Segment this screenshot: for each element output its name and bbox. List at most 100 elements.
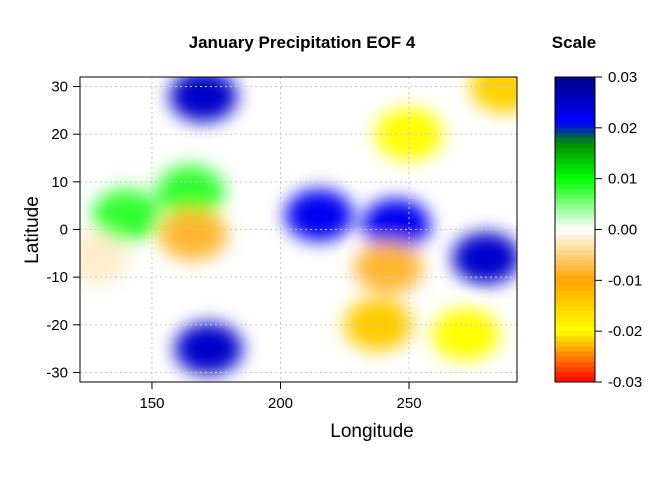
color-scale-band bbox=[555, 92, 595, 98]
field-feature bbox=[169, 77, 238, 123]
x-axis-label: Longitude bbox=[330, 421, 413, 442]
precipitation-field bbox=[80, 77, 517, 375]
color-scale-band bbox=[555, 204, 595, 210]
color-scale-band bbox=[555, 300, 595, 307]
y-axis-label: Latitude bbox=[22, 196, 43, 264]
color-scale-bands bbox=[555, 77, 595, 383]
color-scale-band bbox=[555, 209, 595, 215]
plot-area bbox=[80, 77, 517, 382]
color-scale-band bbox=[555, 336, 595, 342]
scale-tick-label: -0.03 bbox=[608, 374, 642, 391]
color-scale-band bbox=[555, 275, 595, 281]
color-scale-band bbox=[555, 265, 595, 271]
scale-tick-label: 0.01 bbox=[608, 171, 637, 188]
color-scale-band bbox=[555, 244, 595, 251]
color-scale-band bbox=[555, 310, 595, 317]
color-scale-band bbox=[555, 331, 595, 337]
color-scale-band bbox=[555, 361, 595, 368]
color-scale-band bbox=[555, 143, 595, 149]
color-scale-band bbox=[555, 356, 595, 363]
field-feature bbox=[354, 241, 423, 294]
color-scale-band bbox=[555, 346, 595, 352]
color-scale-band bbox=[555, 102, 595, 108]
y-tick-label: 20 bbox=[51, 126, 68, 143]
color-scale-band bbox=[555, 199, 595, 205]
color-scale-band bbox=[555, 158, 595, 164]
color-scale-band bbox=[555, 295, 595, 302]
color-scale-band bbox=[555, 77, 595, 83]
chart-title: January Precipitation EOF 4 bbox=[189, 33, 416, 52]
y-tick-label: 0 bbox=[60, 222, 68, 239]
color-scale-band bbox=[555, 224, 595, 230]
color-scale-band bbox=[555, 127, 595, 134]
color-scale-ticks: 0.03 0.02 0.01 0.00 -0.01 -0.02 -0.03 bbox=[595, 69, 642, 391]
color-scale-band bbox=[555, 178, 595, 185]
field-feature bbox=[159, 208, 228, 261]
field-feature bbox=[344, 298, 413, 351]
field-feature bbox=[156, 165, 225, 218]
color-scale-band bbox=[555, 315, 595, 322]
color-scale: 0.03 0.02 0.01 0.00 -0.01 -0.02 -0.03 bbox=[554, 69, 642, 391]
field-feature bbox=[431, 308, 500, 361]
field-feature bbox=[375, 108, 444, 161]
scale-tick-label: -0.02 bbox=[608, 323, 642, 340]
color-scale-band bbox=[555, 305, 595, 312]
color-scale-band bbox=[555, 371, 595, 378]
color-scale-band bbox=[555, 117, 595, 124]
field-feature bbox=[285, 189, 354, 242]
y-axis: 30 20 10 0 -10 -20 -30 bbox=[46, 79, 80, 381]
color-scale-band bbox=[555, 254, 595, 261]
color-scale-band bbox=[555, 153, 595, 159]
color-scale-band bbox=[555, 321, 595, 327]
scale-tick-label: -0.01 bbox=[608, 272, 642, 289]
color-scale-band bbox=[555, 132, 595, 139]
color-scale-band bbox=[555, 326, 595, 332]
color-scale-band bbox=[555, 148, 595, 154]
y-tick-label: -30 bbox=[46, 364, 68, 381]
color-scale-band bbox=[555, 163, 595, 169]
color-scale-band bbox=[555, 112, 595, 119]
field-feature bbox=[174, 322, 243, 375]
color-scale-band bbox=[555, 351, 595, 357]
y-tick-label: -20 bbox=[46, 317, 68, 334]
x-tick-label: 250 bbox=[397, 395, 422, 412]
color-scale-band bbox=[555, 341, 595, 347]
field-feature bbox=[92, 189, 161, 242]
color-scale-band bbox=[555, 280, 595, 286]
y-tick-label: 10 bbox=[51, 174, 68, 191]
color-scale-band bbox=[555, 219, 595, 225]
color-scale-band bbox=[555, 285, 595, 291]
field-feature bbox=[80, 232, 130, 285]
color-scale-band bbox=[555, 234, 595, 241]
field-feature bbox=[452, 232, 517, 285]
scale-tick-label: 0.02 bbox=[608, 120, 637, 137]
scale-tick-label: 0.03 bbox=[608, 69, 637, 86]
field-blobs bbox=[80, 77, 517, 375]
x-tick-label: 200 bbox=[268, 395, 293, 412]
x-axis: 150 200 250 bbox=[139, 382, 422, 412]
color-scale-band bbox=[555, 239, 595, 246]
color-scale-band bbox=[555, 188, 595, 195]
y-tick-label: 30 bbox=[51, 79, 68, 96]
color-scale-band bbox=[555, 183, 595, 190]
color-scale-band bbox=[555, 260, 595, 266]
gridlines bbox=[80, 77, 517, 382]
x-tick-label: 150 bbox=[139, 395, 164, 412]
color-scale-band bbox=[555, 173, 595, 180]
color-scale-band bbox=[555, 97, 595, 103]
field-feature bbox=[470, 77, 517, 113]
color-scale-band bbox=[555, 214, 595, 220]
field-feature bbox=[362, 198, 431, 251]
color-scale-band bbox=[555, 366, 595, 373]
color-scale-band bbox=[555, 138, 595, 144]
color-scale-band bbox=[555, 376, 595, 383]
color-scale-band bbox=[555, 168, 595, 174]
color-scale-band bbox=[555, 229, 595, 235]
legend-title: Scale bbox=[552, 33, 596, 52]
scale-tick-label: 0.00 bbox=[608, 222, 637, 239]
color-scale-band bbox=[555, 122, 595, 129]
color-scale-band bbox=[555, 249, 595, 256]
color-scale-band bbox=[555, 82, 595, 88]
